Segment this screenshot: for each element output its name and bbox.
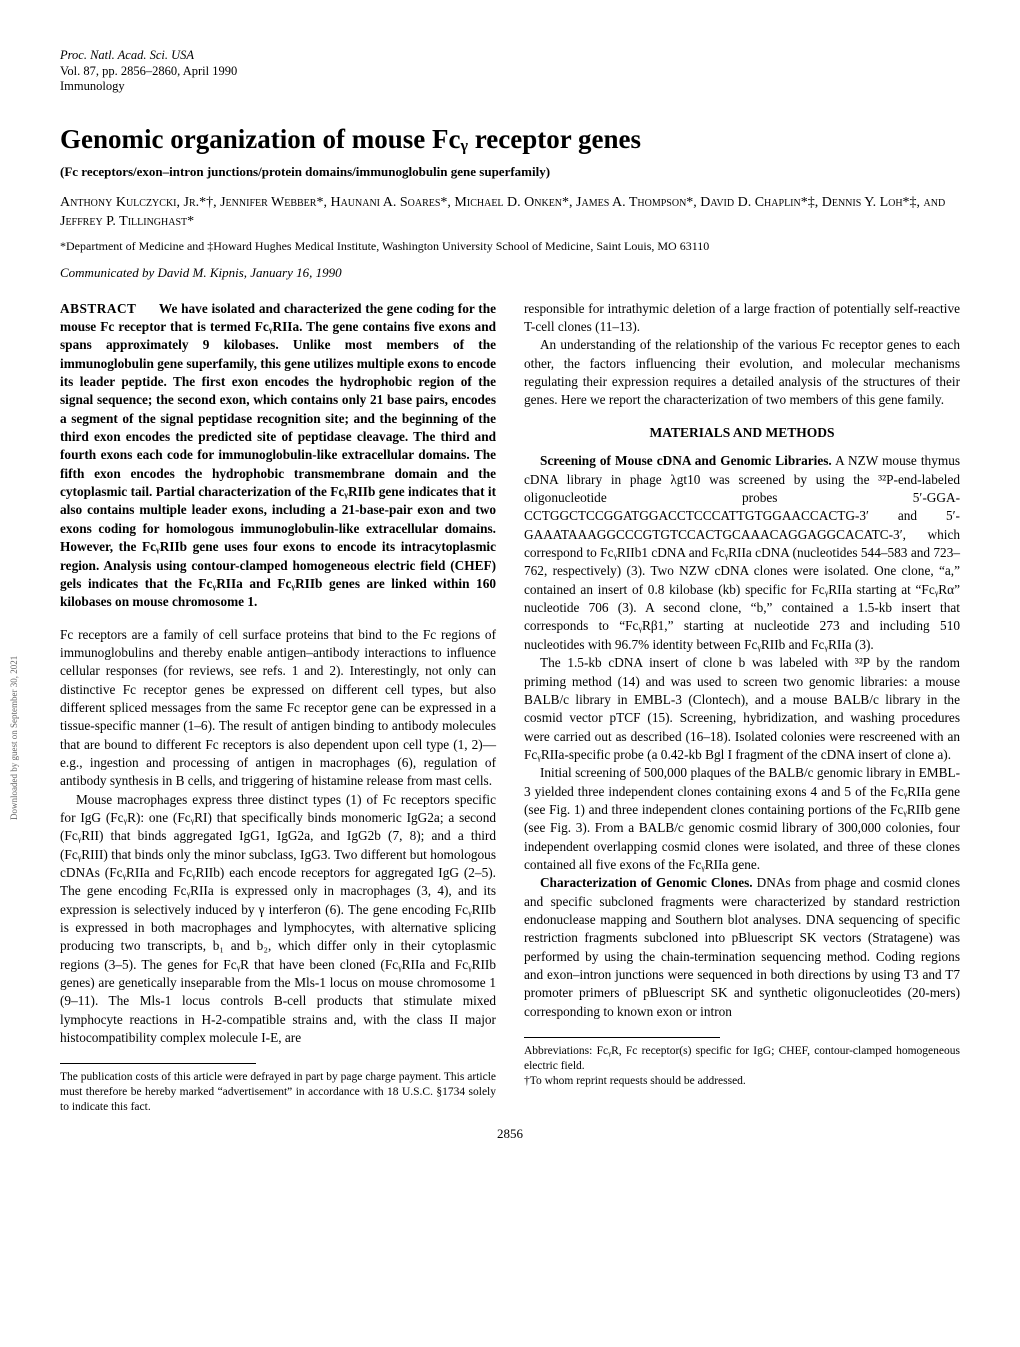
volume-pages: Vol. 87, pp. 2856–2860, April 1990: [60, 64, 960, 80]
affiliation: *Department of Medicine and ‡Howard Hugh…: [60, 238, 960, 254]
right-column: responsible for intrathymic deletion of …: [524, 300, 960, 1116]
article-title: Genomic organization of mouse Fcᵧ recept…: [60, 123, 960, 157]
methods-heading: MATERIALS AND METHODS: [524, 424, 960, 443]
correspondence-footnote: †To whom reprint requests should be addr…: [524, 1074, 960, 1089]
publication-cost-footnote: The publication costs of this article we…: [60, 1070, 496, 1115]
abbreviations-footnote: Abbreviations: FcᵧR, Fc receptor(s) spec…: [524, 1044, 960, 1074]
two-column-body: ABSTRACT We have isolated and characteri…: [60, 300, 960, 1116]
intro-continuation: responsible for intrathymic deletion of …: [524, 300, 960, 337]
methods-subhead-screening: Screening of Mouse cDNA and Genomic Libr…: [540, 453, 832, 468]
article-subtitle: (Fc receptors/exon–intron junctions/prot…: [60, 163, 960, 181]
methods-paragraph-4: Characterization of Genomic Clones. DNAs…: [524, 874, 960, 1021]
intro-paragraph-2: Mouse macrophages express three distinct…: [60, 791, 496, 1048]
methods-text-1: A NZW mouse thymus cDNA library in phage…: [524, 453, 960, 651]
author-list: Anthony Kulczycki, Jr.*†, Jennifer Webbe…: [60, 194, 960, 232]
methods-paragraph-1: Screening of Mouse cDNA and Genomic Libr…: [524, 452, 960, 654]
intro-paragraph-1: Fc receptors are a family of cell surfac…: [60, 626, 496, 791]
download-watermark: Downloaded by guest on September 30, 202…: [8, 656, 20, 820]
methods-text-4: DNAs from phage and cosmid clones and sp…: [524, 875, 960, 1018]
abstract: ABSTRACT We have isolated and characteri…: [60, 300, 496, 612]
communicated-by: Communicated by David M. Kipnis, January…: [60, 264, 960, 282]
methods-paragraph-2: The 1.5-kb cDNA insert of clone b was la…: [524, 654, 960, 764]
footnote-separator-right: [524, 1037, 720, 1038]
methods-paragraph-3: Initial screening of 500,000 plaques of …: [524, 764, 960, 874]
journal-name: Proc. Natl. Acad. Sci. USA: [60, 48, 960, 64]
journal-header: Proc. Natl. Acad. Sci. USA Vol. 87, pp. …: [60, 48, 960, 95]
footnote-separator: [60, 1063, 256, 1064]
abstract-text: We have isolated and characterized the g…: [60, 301, 496, 610]
methods-subhead-characterization: Characterization of Genomic Clones.: [540, 875, 753, 890]
page-number: 2856: [60, 1125, 960, 1143]
intro-paragraph-3: An understanding of the relationship of …: [524, 336, 960, 409]
abstract-label: ABSTRACT: [60, 301, 136, 316]
left-column: ABSTRACT We have isolated and characteri…: [60, 300, 496, 1116]
journal-section: Immunology: [60, 79, 960, 95]
